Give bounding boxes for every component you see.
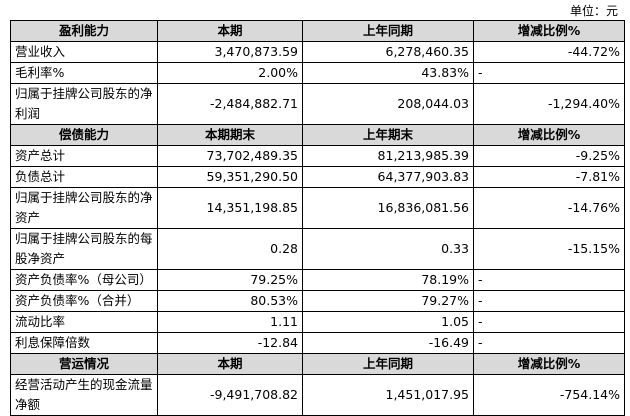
value-cell: 59,351,290.50 xyxy=(157,166,303,188)
header-cell: 营运情况 xyxy=(10,353,158,375)
data-row: 归属于挂牌公司股东的每股净资产 0.28 0.33 -15.15% xyxy=(10,228,625,270)
section-header-row: 营运情况 本期 上年同期 增减比例% xyxy=(10,353,625,375)
data-row: 资产负债率%（母公司） 79.25% 78.19% - xyxy=(10,269,625,291)
value-cell: 81,213,985.39 xyxy=(302,145,474,167)
data-row: 流动比率 1.11 1.05- xyxy=(10,311,625,333)
header-cell: 增减比例% xyxy=(473,124,625,146)
data-row: 负债总计 59,351,290.50 64,377,903.83 -7.81% xyxy=(10,166,625,188)
value-cell: 0.33 xyxy=(302,228,474,270)
header-cell: 本期 xyxy=(157,353,303,375)
financial-table: 盈利能力 本期 上年同期 增减比例% 营业收入 3,470,873.59 6,278,460… xyxy=(10,20,625,416)
header-cell: 增减比例% xyxy=(473,353,625,375)
section-header-row: 偿债能力 本期期末 上年期末 增减比例% xyxy=(10,124,625,146)
row-label: 资产负债率%（合并） xyxy=(10,290,158,312)
value-cell: -7.81% xyxy=(473,166,625,188)
row-label: 资产负债率%（母公司） xyxy=(10,269,158,291)
row-label: 毛利率% xyxy=(10,62,158,84)
data-row: 资产总计 73,702,489.35 81,213,985.39 -9.25% xyxy=(10,145,625,167)
value-cell: 2.00% xyxy=(157,62,303,84)
value-cell: 73,702,489.35 xyxy=(157,145,303,167)
data-row: 资产负债率%（合并） 80.53% 79.27% - xyxy=(10,290,625,312)
header-cell: 盈利能力 xyxy=(10,20,158,42)
value-cell: -754.14% xyxy=(473,374,625,416)
value-cell: 64,377,903.83 xyxy=(302,166,474,188)
row-label: 归属于挂牌公司股东的每股净资产 xyxy=(10,228,158,270)
value-cell: 0.28 xyxy=(157,228,303,270)
value-cell: -9,491,708.82 xyxy=(157,374,303,416)
value-cell: -16.49 xyxy=(302,332,474,354)
value-cell: - xyxy=(473,311,625,333)
value-cell: 80.53% xyxy=(157,290,303,312)
value-cell: 79.25% xyxy=(157,269,303,291)
data-row: 营业收入 3,470,873.59 6,278,460.35 -44.72% xyxy=(10,41,625,63)
data-row: 归属于挂牌公司股东的净资产 14,351,198.85 16,836,081.56-… xyxy=(10,187,625,229)
value-cell: 43.83% xyxy=(302,62,474,84)
data-row: 归属于挂牌公司股东的净利润 -2,484,882.71 208,044.03 -1,2… xyxy=(10,83,625,125)
value-cell: - xyxy=(473,62,625,84)
row-label: 归属于挂牌公司股东的净利润 xyxy=(10,83,158,125)
value-cell: - xyxy=(473,269,625,291)
header-cell: 上年期末 xyxy=(302,124,474,146)
value-cell: 1.11 xyxy=(157,311,303,333)
data-row: 利息保障倍数 -12.84 -16.49- xyxy=(10,332,625,354)
row-label: 利息保障倍数 xyxy=(10,332,158,354)
value-cell: -9.25% xyxy=(473,145,625,167)
value-cell: -2,484,882.71 xyxy=(157,83,303,125)
data-row: 经营活动产生的现金流量净额 -9,491,708.82 1,451,017.95 -7… xyxy=(10,374,625,416)
row-label: 资产总计 xyxy=(10,145,158,167)
value-cell: -14.76% xyxy=(473,187,625,229)
header-cell: 偿债能力 xyxy=(10,124,158,146)
value-cell: 1.05 xyxy=(302,311,474,333)
row-label: 营业收入 xyxy=(10,41,158,63)
value-cell: - xyxy=(473,332,625,354)
header-cell: 增减比例% xyxy=(473,20,625,42)
header-cell: 本期 xyxy=(157,20,303,42)
value-cell: -15.15% xyxy=(473,228,625,270)
row-label: 归属于挂牌公司股东的净资产 xyxy=(10,187,158,229)
value-cell: 78.19% xyxy=(302,269,474,291)
value-cell: 16,836,081.56 xyxy=(302,187,474,229)
row-label: 流动比率 xyxy=(10,311,158,333)
row-label: 经营活动产生的现金流量净额 xyxy=(10,374,158,416)
value-cell: 208,044.03 xyxy=(302,83,474,125)
value-cell: 6,278,460.35 xyxy=(302,41,474,63)
header-cell: 本期期末 xyxy=(157,124,303,146)
value-cell: -44.72% xyxy=(473,41,625,63)
value-cell: 79.27% xyxy=(302,290,474,312)
data-row: 毛利率% 2.00% 43.83% - xyxy=(10,62,625,84)
value-cell: 1,451,017.95 xyxy=(302,374,474,416)
header-cell: 上年同期 xyxy=(302,353,474,375)
value-cell: -12.84 xyxy=(157,332,303,354)
row-label: 负债总计 xyxy=(10,166,158,188)
table-body: 盈利能力 本期 上年同期 增减比例% 营业收入 3,470,873.59 6,278,460… xyxy=(10,20,625,416)
value-cell: 14,351,198.85 xyxy=(157,187,303,229)
value-cell: - xyxy=(473,290,625,312)
value-cell: 3,470,873.59 xyxy=(157,41,303,63)
value-cell: -1,294.40% xyxy=(473,83,625,125)
unit-label: 单位：元 xyxy=(569,4,618,18)
header-cell: 上年同期 xyxy=(302,20,474,42)
section-header-row: 盈利能力 本期 上年同期 增减比例% xyxy=(10,20,625,42)
